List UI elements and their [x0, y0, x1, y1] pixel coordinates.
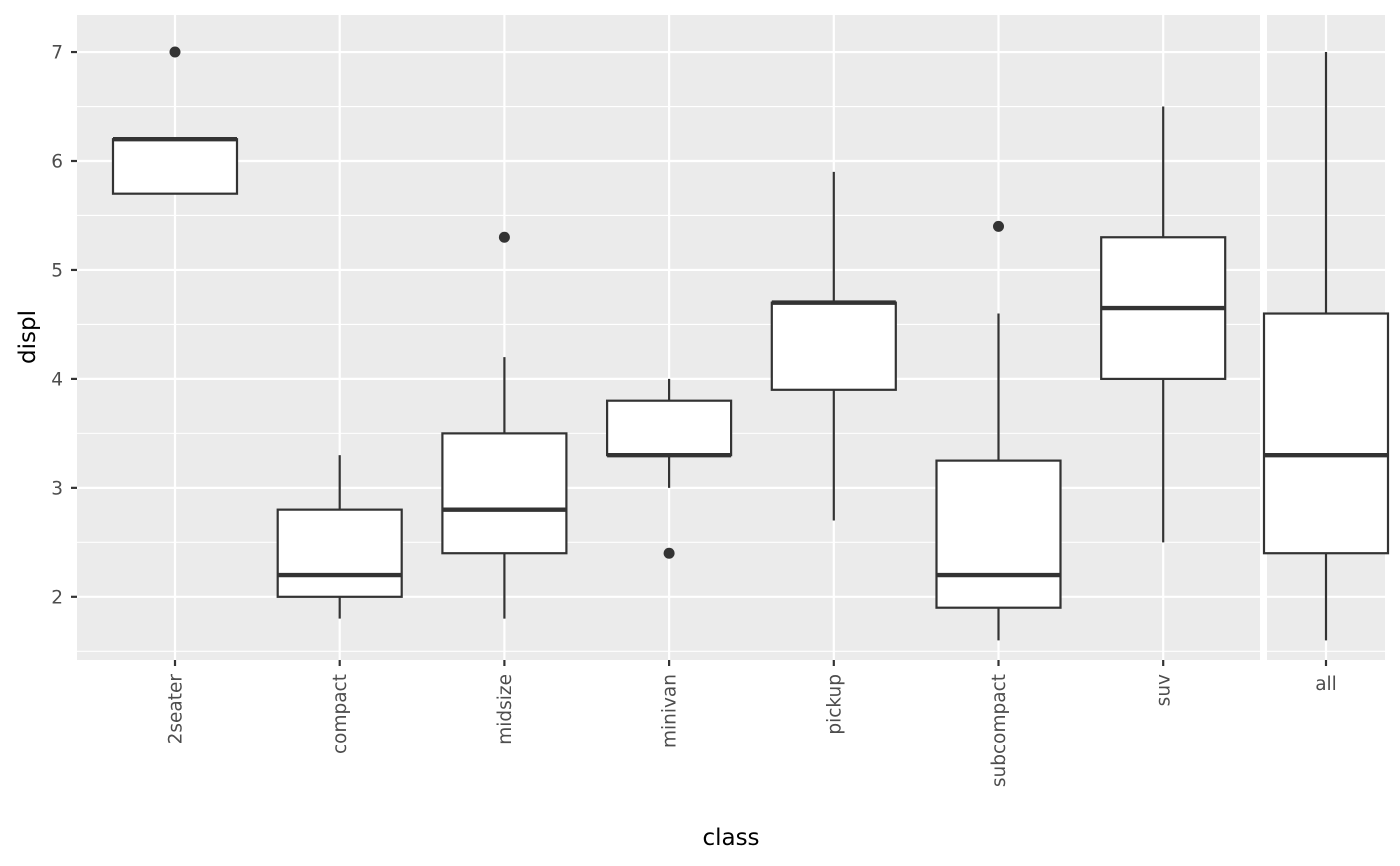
outlier-point — [498, 231, 510, 243]
x-tick-label-all: all — [1315, 674, 1337, 695]
box-compact — [276, 455, 403, 619]
box-midsize — [441, 231, 568, 619]
x-tick-label-pickup: pickup — [824, 674, 845, 735]
outlier-point — [993, 220, 1004, 232]
outlier-point — [663, 547, 675, 559]
box-body — [605, 399, 733, 457]
box-body — [276, 508, 403, 598]
y-tick-label: 2 — [51, 587, 63, 608]
box-minivan — [605, 378, 733, 559]
x-tick-label-subcompact: subcompact — [989, 674, 1010, 787]
x-tick-label-midsize: midsize — [495, 674, 516, 745]
box-subcompact — [935, 220, 1062, 641]
y-axis-title: displ — [15, 310, 41, 364]
box-pickup — [770, 171, 897, 521]
box-body — [441, 432, 568, 555]
box-2seater — [111, 46, 239, 195]
x-tick-label-2seater: 2seater — [166, 674, 187, 745]
box-body — [1262, 312, 1390, 555]
outlier-point — [169, 46, 181, 58]
x-tick-label-suv: suv — [1154, 674, 1175, 706]
y-tick-label: 7 — [51, 43, 63, 64]
x-axis-title: class — [702, 825, 759, 851]
y-tick-label: 6 — [51, 151, 63, 172]
x-tick-label-minivan: minivan — [660, 674, 681, 748]
facet-panel-2: all — [1262, 15, 1390, 695]
box-body — [111, 138, 239, 195]
box-suv — [1100, 106, 1227, 543]
x-tick-label-compact: compact — [330, 674, 351, 754]
y-tick-label: 3 — [51, 478, 63, 499]
y-tick-label: 5 — [51, 260, 63, 281]
y-tick-label: 4 — [51, 369, 63, 390]
box-all — [1262, 52, 1390, 641]
box-body — [770, 301, 897, 391]
box-body — [935, 459, 1062, 609]
facet-panel-1: 2seater compact midsize minivan pickup subcom… — [77, 15, 1260, 787]
